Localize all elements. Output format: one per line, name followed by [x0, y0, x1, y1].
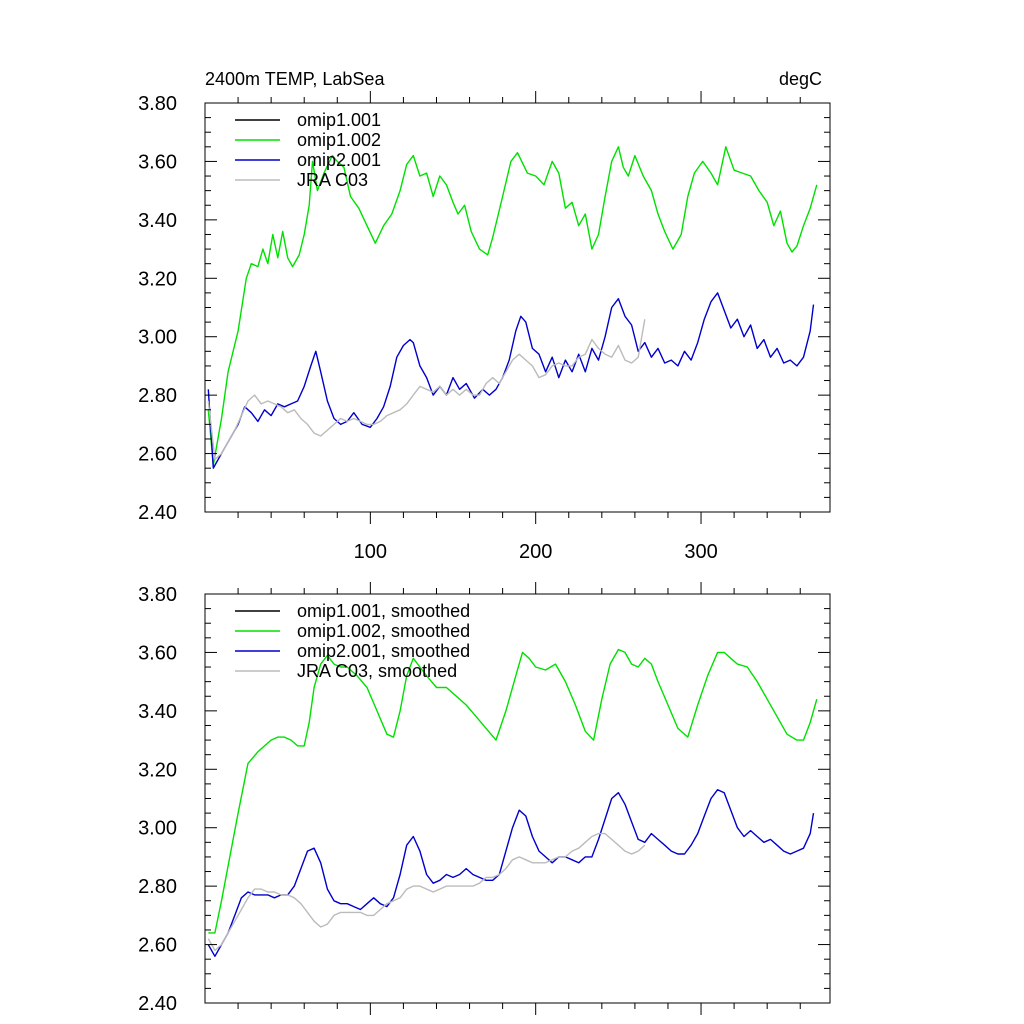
y-tick-label: 3.00: [138, 818, 177, 840]
series-line-omip2-001: [207, 292, 815, 469]
y-tick-label: 3.80: [138, 93, 177, 115]
legend-entry: omip2.001: [297, 150, 381, 170]
y-tick-label: 3.40: [138, 210, 177, 232]
units-label: degC: [779, 69, 822, 89]
y-tick-label: 2.40: [138, 502, 177, 524]
y-tick-label: 3.20: [138, 268, 177, 290]
legend-entry: omip1.001, smoothed: [297, 601, 470, 621]
y-tick-label: 2.60: [138, 935, 177, 957]
y-tick-label: 3.40: [138, 701, 177, 723]
y-tick-label: 2.40: [138, 993, 177, 1015]
legend-entry: omip1.002, smoothed: [297, 621, 470, 641]
series-line-jra-c03-smoothed: [207, 832, 646, 952]
series-line-omip2-001-smoothed: [207, 789, 815, 957]
y-tick-label: 2.60: [138, 444, 177, 466]
y-tick-label: 3.00: [138, 327, 177, 349]
y-tick-label: 3.80: [138, 584, 177, 606]
series-group: [207, 648, 818, 957]
legend-entry: omip1.002: [297, 130, 381, 150]
legend-entry: omip1.001: [297, 110, 381, 130]
y-tick-label: 3.60: [138, 151, 177, 173]
x-tick-label: 300: [684, 541, 717, 563]
series-line-jra-c03: [207, 319, 646, 461]
series-group: [207, 146, 818, 469]
chart-title: 2400m TEMP, LabSea: [205, 69, 385, 89]
legend-entry: JRA C03, smoothed: [297, 661, 457, 681]
y-tick-label: 2.80: [138, 876, 177, 898]
bottom-panel: 2.40 2.60 2.80 3.00 3.20 3.40 3.60 3.80 omip1.00…: [138, 582, 831, 1015]
legend-entry: JRA C03: [297, 170, 368, 190]
y-tick-label: 3.20: [138, 759, 177, 781]
x-tick-label: 200: [519, 541, 552, 563]
y-tick-label: 2.80: [138, 385, 177, 407]
series-line-omip1-002: [207, 146, 818, 466]
top-panel: 2.40 2.60 2.80 3.00 3.20 3.40 3.60 3.80 100 200 30…: [138, 69, 831, 563]
series-line-omip1-002-smoothed: [208, 648, 818, 934]
x-tick-label: 100: [354, 541, 387, 563]
y-tick-label: 3.60: [138, 642, 177, 664]
legend-entry: omip2.001, smoothed: [297, 641, 470, 661]
